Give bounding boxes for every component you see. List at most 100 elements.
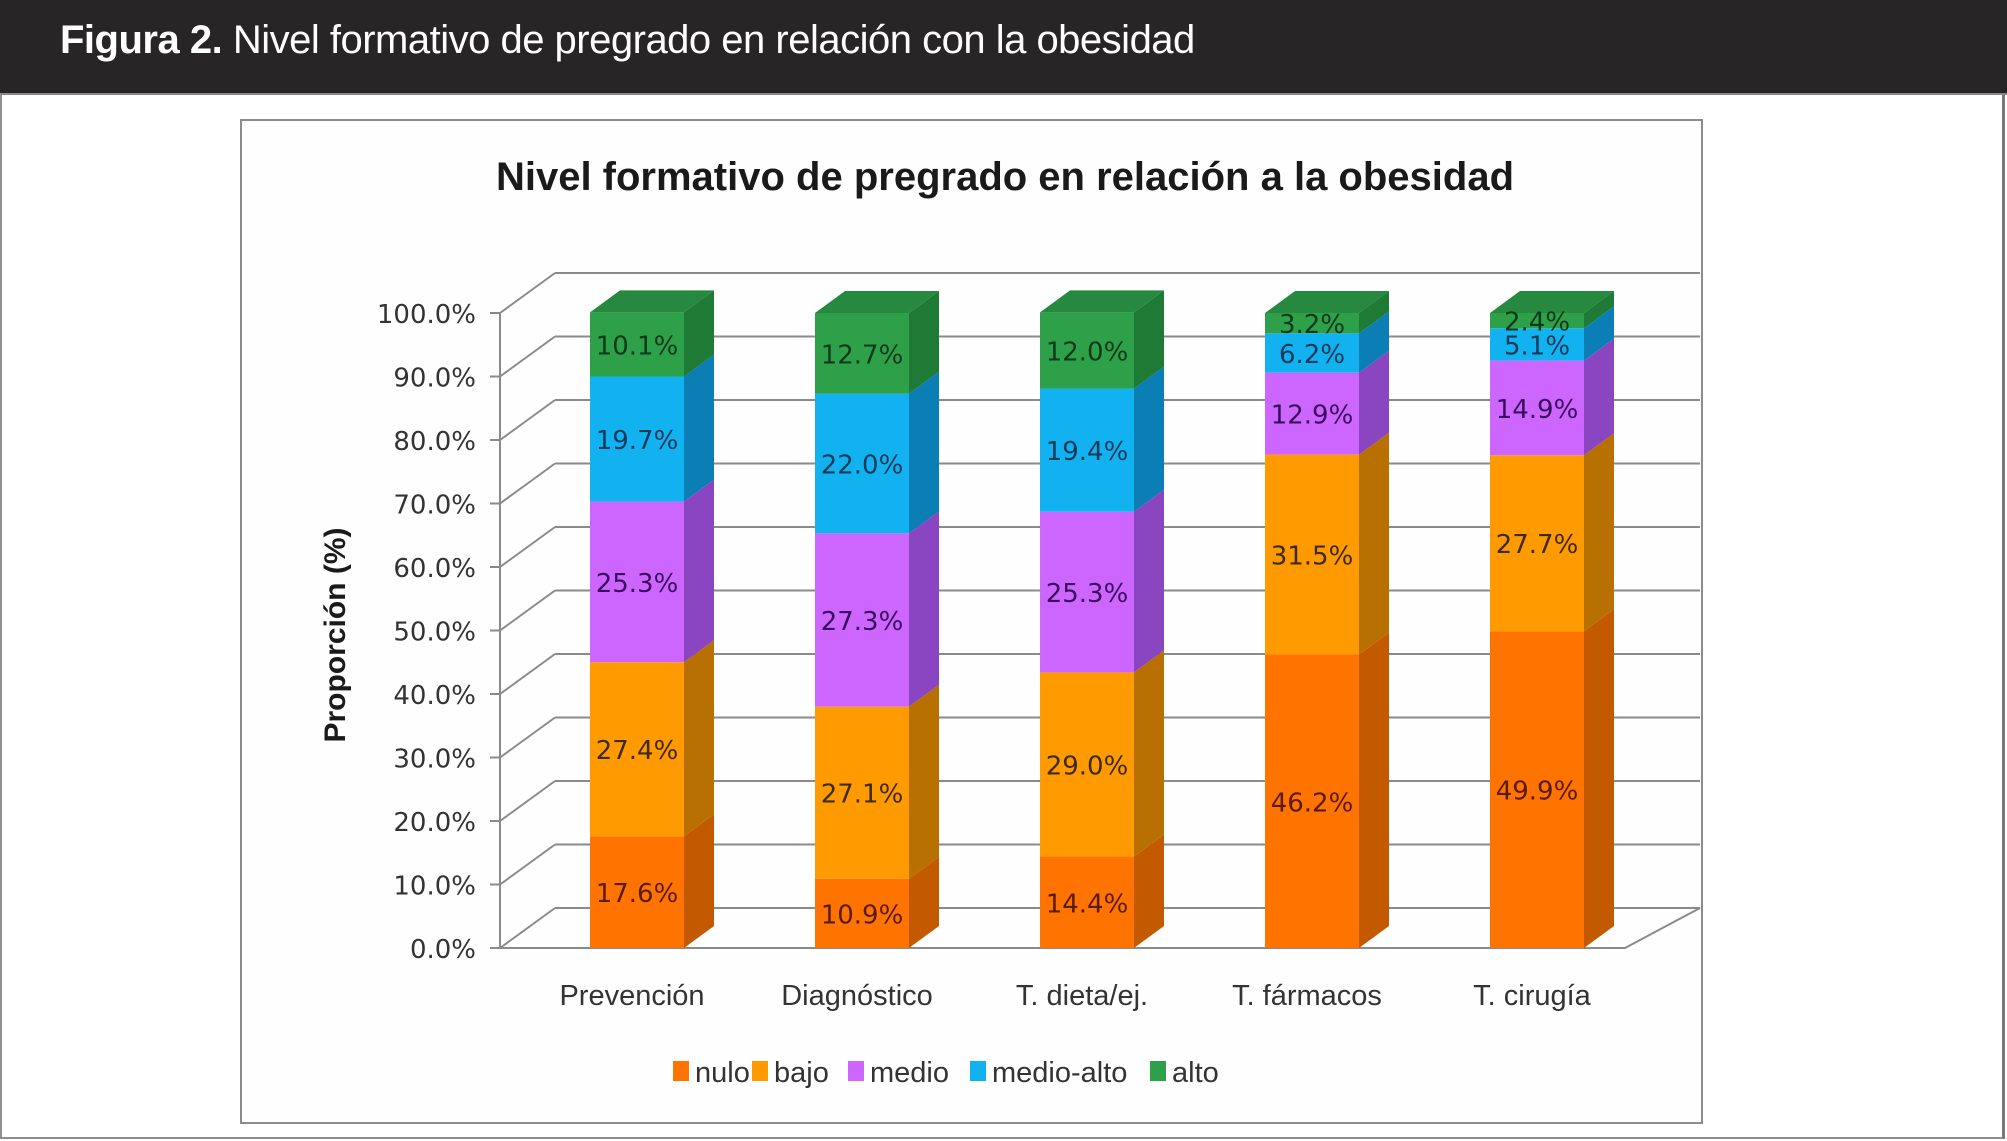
data-label: 49.9% [1496,777,1579,807]
bar-segment-side-medio [684,479,714,663]
data-label: 27.1% [821,780,904,810]
bar-segment-side-nulo [1359,632,1389,948]
y-axis-ticks: 0.0% 10.0% 20.0% 30.0% 40.0% 50.0% 60.0% 70.0% 8… [377,300,476,965]
x-tick-label: Diagnóstico [781,980,933,1012]
bar-segment-side-medio-alto [1584,306,1614,361]
bar-segment-side-bajo [909,684,939,879]
data-label: 27.7% [1496,530,1579,560]
data-label: 10.1% [596,331,679,361]
data-label: 12.0% [1046,337,1129,367]
bar-segment-nulo [1265,654,1359,948]
bars: 17.6% 27.4% 25.3% 19.7% 10.1% 10.9% 27.1% 27.3%… [590,290,1614,948]
bar-segment-medio [1265,372,1359,455]
bar-segment-side-medio [1584,338,1614,456]
gridline-side [499,272,556,314]
bar-segment-bajo [1040,672,1134,857]
bar-top-alto [590,290,714,313]
bar-segment-side-nulo [684,814,714,948]
gridline-side [499,780,556,822]
bar-segment-side-medio [909,511,939,707]
data-label: 2.4% [1504,308,1570,338]
bar-segment-side-medio-alto [1359,311,1389,373]
bar-top-alto [1490,291,1614,313]
bar-stack: 14.4% 29.0% 25.3% 19.4% 12.0% [1040,290,1164,948]
bar-segment-side-medio [1134,489,1164,673]
data-label: 46.2% [1271,788,1354,818]
bar-segment-side-medio-alto [1134,366,1164,512]
bar-segment-medio-alto [1265,333,1359,373]
legend-label: medio [870,1057,949,1089]
data-label: 14.4% [1046,889,1129,919]
bar-segment-alto [590,312,684,377]
data-label: 12.7% [821,340,904,370]
bar-segment-nulo [590,836,684,948]
legend-label: medio-alto [992,1057,1127,1089]
legend-item-medio: medio [848,1057,949,1089]
data-label: 22.0% [821,450,904,480]
y-tick-label: 30.0% [393,745,476,775]
chart-title: Nivel formativo de pregrado en relación … [496,155,1514,199]
bar-segment-medio-alto [590,376,684,502]
bar-segment-side-bajo [1134,650,1164,857]
bar-segment-medio-alto [1490,328,1584,361]
bar-segment-alto [1040,312,1134,389]
bar-stack: 17.6% 27.4% 25.3% 19.7% 10.1% [590,290,714,948]
figure-header: Figura 2. Nivel formativo de pregrado en… [0,0,2007,95]
data-label: 29.0% [1046,751,1129,781]
legend-item-nulo: nulo [673,1057,750,1089]
bar-segment-side-nulo [1134,834,1164,948]
y-tick-label: 10.0% [393,872,476,902]
figure-frame [0,95,2005,1139]
bar-stack: 46.2% 31.5% 12.9% 6.2%3.2% [1265,291,1389,948]
data-label: 19.7% [596,426,679,456]
legend-item-medio-alto: medio-alto [970,1057,1127,1089]
bar-segment-side-bajo [1359,432,1389,655]
bar-segment-side-alto [909,291,939,394]
legend-swatch-alto [1150,1061,1166,1081]
legend-item-bajo: bajo [752,1057,829,1089]
x-tick-label: T. dieta/ej. [1016,980,1148,1012]
bar-segment-bajo [815,706,909,879]
bar-segment-medio [590,501,684,663]
data-label: 27.4% [596,736,679,766]
legend-swatch-bajo [752,1061,768,1081]
bar-segment-side-nulo [909,856,939,948]
gridline-side [499,335,556,378]
bar-segment-side-bajo [1584,433,1614,632]
bar-segment-bajo [1265,454,1359,655]
bar-segment-nulo [815,878,909,948]
gridline-side [499,589,556,632]
legend-label: alto [1172,1057,1219,1089]
bar-stack: 49.9% 27.7% 14.9% 5.1%2.4% [1490,291,1614,948]
y-axis-label: Proporción (%) [319,528,352,743]
y-tick-label: 90.0% [393,364,476,394]
bar-segment-alto [815,313,909,394]
y-tick-label: 100.0% [377,300,476,330]
gridline-side [499,843,556,886]
y-tick-label: 20.0% [393,808,476,838]
y-tick-label: 70.0% [393,491,476,521]
bar-segment-bajo [590,662,684,837]
data-label: 19.4% [1046,437,1129,467]
data-label: 3.2% [1279,310,1345,340]
bar-stack: 10.9% 27.1% 27.3% 22.0% 12.7% [815,291,939,948]
bar-segment-alto [1490,313,1584,329]
gridline-side [499,907,556,949]
bar-segment-side-medio-alto [684,354,714,502]
data-label: 27.3% [821,607,904,637]
bar-segment-medio-alto [1040,388,1134,512]
bar-segment-side-alto [1134,290,1164,389]
bar-segment-side-nulo [1584,609,1614,948]
y-tick-label: 40.0% [393,681,476,711]
gridline-side [499,462,556,505]
legend-label: nulo [695,1057,750,1089]
bar-segment-medio-alto [815,393,909,534]
legend: nulo bajo medio medio-alto alto [673,1057,1219,1089]
legend-swatch-medio-alto [970,1061,986,1081]
data-label: 12.9% [1271,401,1354,431]
legend-swatch-nulo [673,1061,689,1081]
legend-item-alto: alto [1150,1057,1219,1089]
x-tick-label: T. cirugía [1473,980,1592,1012]
y-tick-label: 50.0% [393,618,476,648]
